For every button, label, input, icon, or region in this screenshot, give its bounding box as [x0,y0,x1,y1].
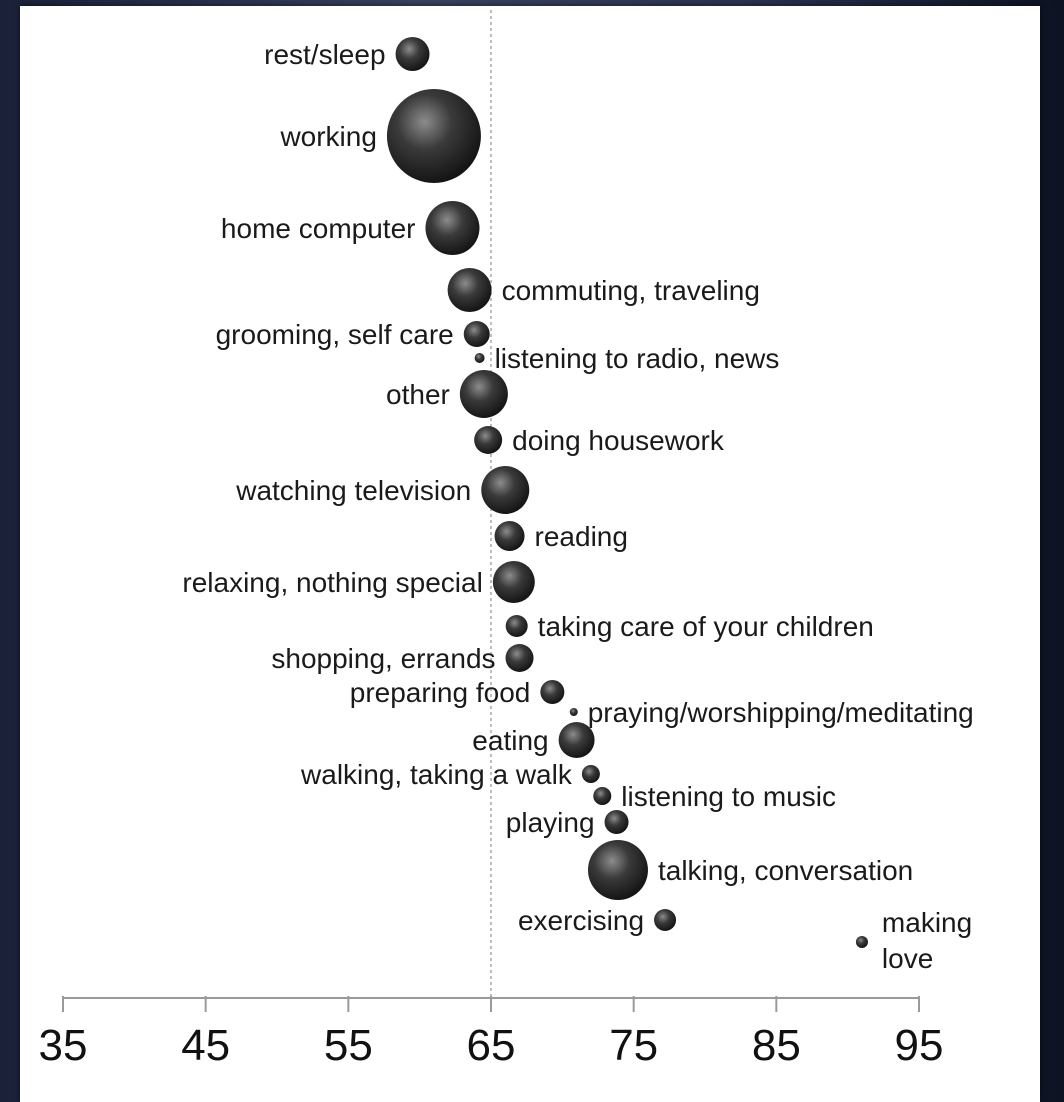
bubble-chart: 35 45 55 65 75 85 95 rest/sleep working home comp… [39,10,974,1070]
bubble-label: reading [535,521,628,552]
bubble [447,268,492,312]
bubble [855,936,868,948]
bubble [492,561,535,603]
bubble [474,353,485,363]
bubble [581,765,600,783]
x-tick-label: 55 [324,1021,373,1070]
bubble-label: walking, taking a walk [300,759,573,790]
bubble-label: working [279,121,376,152]
bubble [587,840,648,900]
bubble-label: taking care of your children [538,611,874,642]
x-tick-label: 75 [609,1021,658,1070]
bubble-label: rest/sleep [264,39,385,70]
bubble-label: playing [506,807,595,838]
bubble [481,466,530,514]
bubble [474,426,503,454]
bubble [395,37,430,71]
bubble [494,521,525,551]
bubble [569,708,578,716]
bubble [505,615,528,637]
bubble-label: home computer [221,213,416,244]
x-tick-label: 65 [467,1021,516,1070]
chart-panel: 35 45 55 65 75 85 95 rest/sleep working home comp… [20,6,1040,1102]
bubble [654,909,677,931]
bubble-label: shopping, errands [271,643,495,674]
bubble [604,810,629,834]
bubble-label: talking, conversation [658,855,913,886]
bubble-label: listening to radio, news [495,343,780,374]
bubble [593,787,612,805]
bubble [505,644,534,672]
bubble-label: commuting, traveling [502,275,760,306]
x-tick-label: 35 [39,1021,88,1070]
bubble [459,370,508,418]
bubble [425,201,480,255]
bubble [540,680,565,704]
bubble [558,722,595,758]
x-tick-label: 85 [752,1021,801,1070]
bubble-label: preparing food [350,677,531,708]
bubble-label: doing housework [512,425,725,456]
bubble-label: praying/worshipping/meditating [588,697,974,728]
bubble-label: watching television [235,475,471,506]
bubble-label: making love [882,907,972,974]
bubble-label: eating [472,725,548,756]
bubble [386,89,481,183]
bubble-label: listening to music [621,781,836,812]
bubble-label: grooming, self care [216,319,454,350]
bubble [463,321,490,347]
bubble-label: exercising [518,905,644,936]
x-tick-label: 45 [181,1021,230,1070]
x-tick-label: 95 [895,1021,944,1070]
bubble-label: other [386,379,450,410]
bubble-label: relaxing, nothing special [182,567,482,598]
